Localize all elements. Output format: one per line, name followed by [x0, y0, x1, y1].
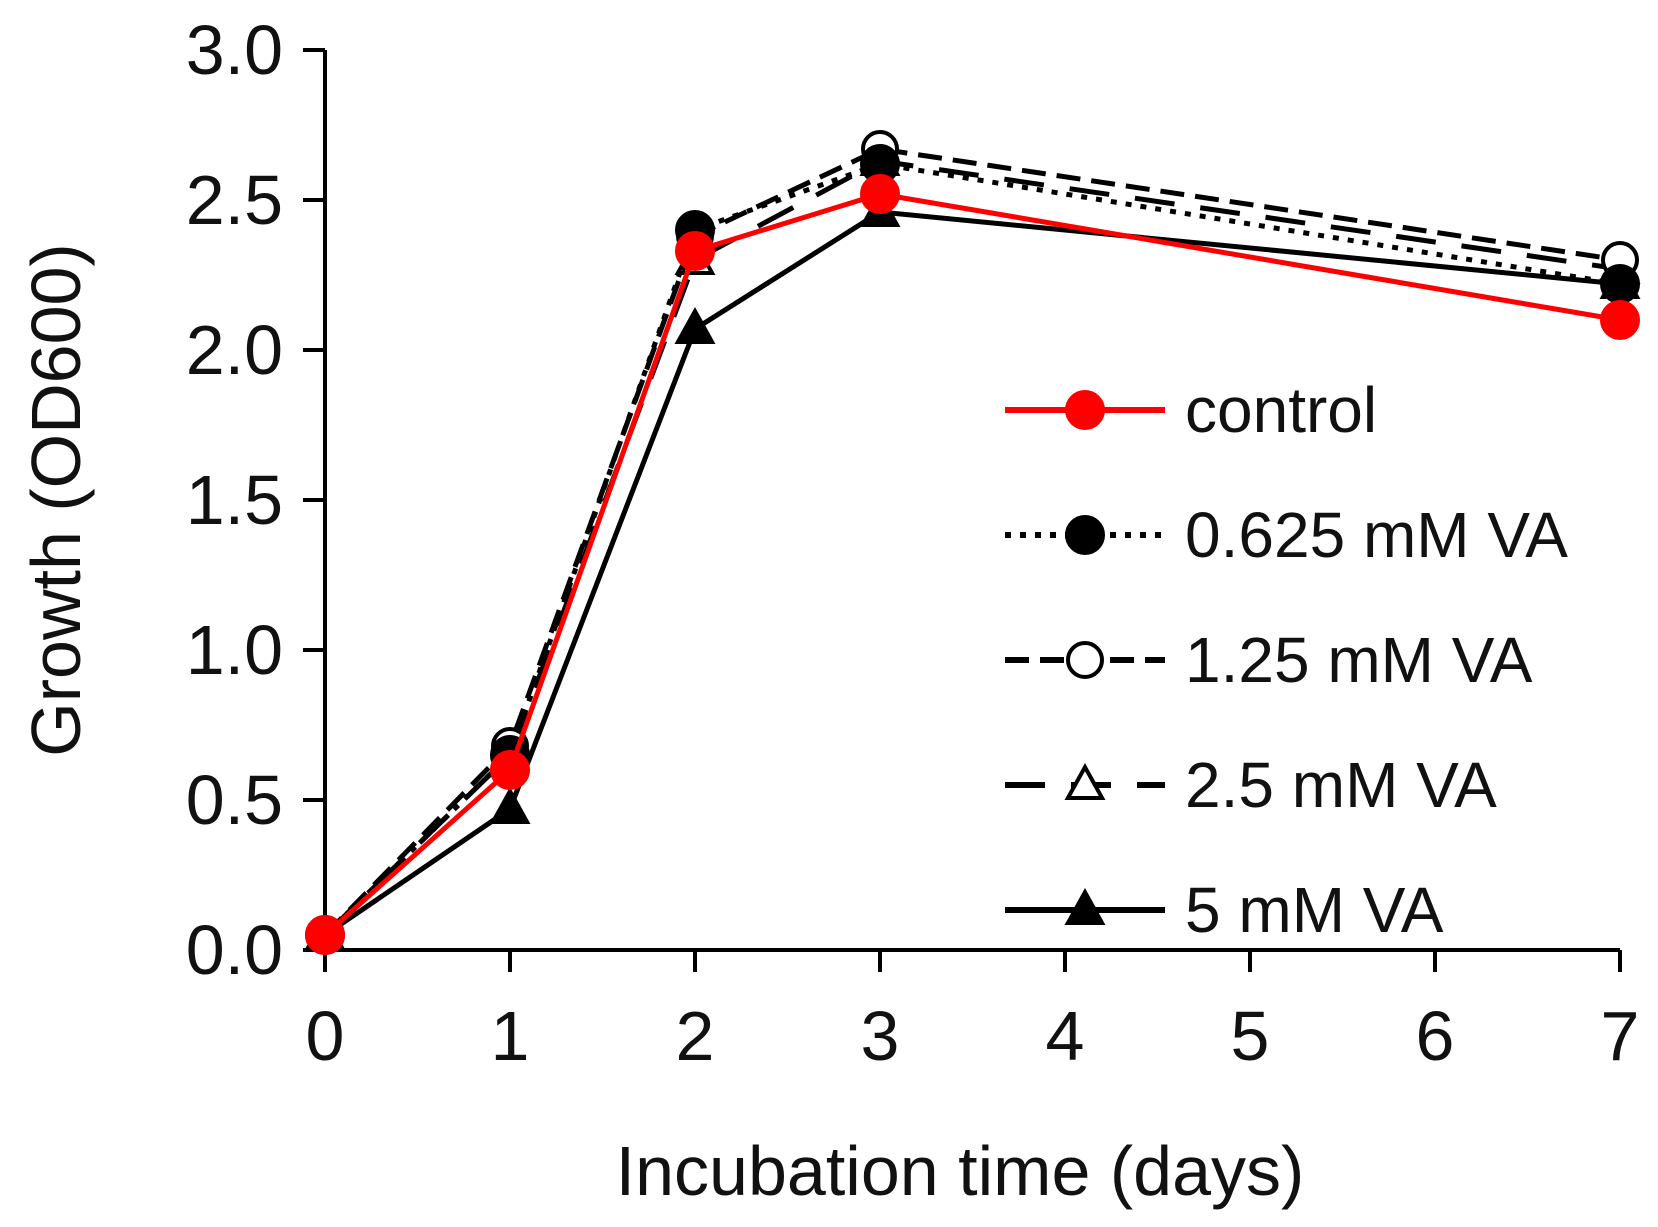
- legend-item: 0.625 mM VA: [1005, 499, 1568, 571]
- data-point: [305, 915, 345, 955]
- legend-marker: [1064, 763, 1106, 800]
- y-axis-title: Growth (OD600): [17, 243, 95, 756]
- x-tick-label: 7: [1601, 997, 1640, 1075]
- y-ticks: 0.0 0.5 1.0 1.5 2.0 2.5 3.0: [186, 11, 325, 989]
- legend-item: 5 mM VA: [1005, 874, 1444, 946]
- data-point: [490, 750, 530, 790]
- legend-label: 2.5 mM VA: [1185, 749, 1497, 821]
- x-tick-label: 1: [491, 997, 530, 1075]
- y-tick-label: 3.0: [186, 11, 283, 89]
- x-tick-label: 5: [1231, 997, 1270, 1075]
- legend-marker: [1066, 641, 1104, 679]
- data-point: [674, 307, 716, 344]
- data-point: [1600, 300, 1640, 340]
- x-tick-label: 2: [676, 997, 715, 1075]
- x-tick-label: 0: [306, 997, 345, 1075]
- legend-item: control: [1005, 374, 1377, 446]
- x-tick-label: 6: [1416, 997, 1455, 1075]
- legend-label: 1.25 mM VA: [1185, 624, 1533, 696]
- data-point: [489, 787, 531, 824]
- y-tick-label: 1.0: [186, 611, 283, 689]
- data-point: [675, 231, 715, 271]
- series-5-mm-va: [304, 190, 1641, 950]
- legend-label: control: [1185, 374, 1377, 446]
- x-ticks: 0 1 2 3 4 5 6 7: [306, 950, 1640, 1075]
- data-point: [1600, 264, 1640, 304]
- legend-label: 0.625 mM VA: [1185, 499, 1568, 571]
- legend-marker: [1064, 888, 1106, 925]
- legend-marker: [1065, 390, 1105, 430]
- series-line: [323, 209, 1621, 938]
- y-tick-label: 0.5: [186, 761, 283, 839]
- series-layer: [304, 130, 1641, 955]
- y-tick-label: 0.0: [186, 911, 283, 989]
- x-axis-title: Incubation time (days): [616, 1132, 1305, 1210]
- data-point: [860, 174, 900, 214]
- series-control: [305, 174, 1640, 955]
- x-tick-label: 3: [861, 997, 900, 1075]
- legend-item: 2.5 mM VA: [1005, 749, 1497, 821]
- legend: control 0.625 mM VA 1.25 mM VA 2.5 mM VA 5 m…: [1005, 374, 1568, 946]
- y-tick-label: 2.0: [186, 311, 283, 389]
- y-tick-label: 2.5: [186, 161, 283, 239]
- legend-label: 5 mM VA: [1185, 874, 1444, 946]
- legend-marker: [1065, 515, 1105, 555]
- y-tick-label: 1.5: [186, 461, 283, 539]
- x-tick-label: 4: [1046, 997, 1085, 1075]
- legend-item: 1.25 mM VA: [1005, 624, 1533, 696]
